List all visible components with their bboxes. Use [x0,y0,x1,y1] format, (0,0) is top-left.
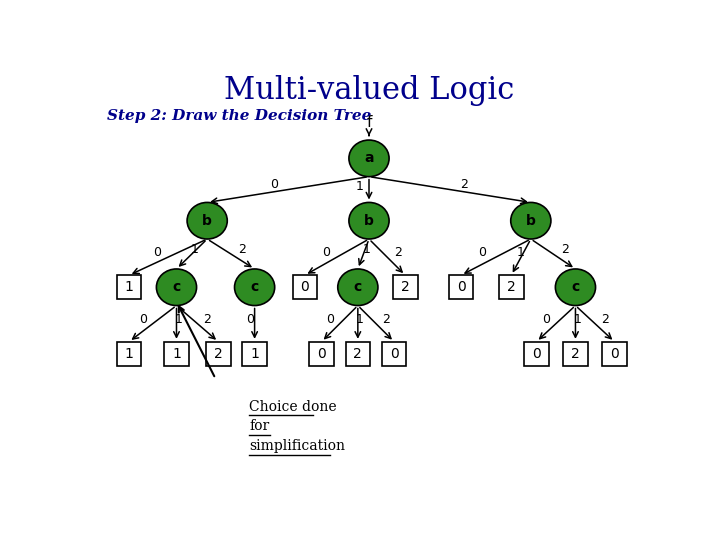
Text: c: c [172,280,181,294]
FancyBboxPatch shape [563,342,588,366]
Ellipse shape [235,269,275,306]
Text: 0: 0 [478,246,486,259]
Text: 1: 1 [574,313,582,326]
Text: 0: 0 [300,280,309,294]
Text: for: for [249,420,269,434]
Text: 2: 2 [354,347,362,361]
Ellipse shape [187,202,228,239]
Text: 1: 1 [125,347,133,361]
Text: 0: 0 [139,313,147,326]
FancyBboxPatch shape [602,342,627,366]
Text: 0: 0 [456,280,465,294]
Text: 0: 0 [246,313,254,326]
Text: 0: 0 [153,246,161,259]
Text: 1: 1 [250,347,259,361]
FancyBboxPatch shape [382,342,406,366]
FancyBboxPatch shape [524,342,549,366]
FancyBboxPatch shape [310,342,334,366]
Text: 2: 2 [382,313,390,326]
Text: 0: 0 [610,347,619,361]
Text: 0: 0 [322,246,330,259]
Text: c: c [354,280,362,294]
Ellipse shape [156,269,197,306]
Text: 2: 2 [601,313,609,326]
Text: 1: 1 [356,313,364,326]
Text: b: b [526,214,536,228]
Text: 1: 1 [362,244,370,256]
Text: 2: 2 [238,244,246,256]
Text: 0: 0 [542,313,550,326]
Ellipse shape [338,269,378,306]
FancyBboxPatch shape [393,275,418,299]
FancyBboxPatch shape [449,275,473,299]
Text: 2: 2 [204,313,212,326]
FancyBboxPatch shape [243,342,267,366]
Text: 2: 2 [562,244,570,256]
Text: 0: 0 [390,347,398,361]
Text: c: c [251,280,258,294]
Text: 1: 1 [125,280,133,294]
FancyBboxPatch shape [164,342,189,366]
Text: 2: 2 [571,347,580,361]
Text: Multi-valued Logic: Multi-valued Logic [224,75,514,106]
Text: 0: 0 [532,347,541,361]
Text: a: a [364,151,374,165]
Text: 1: 1 [175,313,183,326]
Text: f: f [366,115,372,130]
Text: 2: 2 [214,347,222,361]
FancyBboxPatch shape [499,275,523,299]
Text: b: b [364,214,374,228]
FancyBboxPatch shape [117,342,141,366]
Text: 0: 0 [270,178,278,191]
Text: Step 2: Draw the Decision Tree: Step 2: Draw the Decision Tree [107,109,371,123]
Text: 1: 1 [517,246,525,259]
Text: 0: 0 [318,347,326,361]
Text: 2: 2 [401,280,410,294]
Text: c: c [572,280,580,294]
Text: 2: 2 [507,280,516,294]
Text: 2: 2 [460,178,468,191]
Text: 1: 1 [356,180,364,193]
Text: 2: 2 [395,246,402,259]
Ellipse shape [349,140,389,177]
FancyBboxPatch shape [117,275,141,299]
Ellipse shape [510,202,551,239]
Text: 1: 1 [191,244,199,256]
Text: simplification: simplification [249,440,345,454]
FancyBboxPatch shape [206,342,230,366]
Text: 1: 1 [172,347,181,361]
FancyBboxPatch shape [346,342,370,366]
Text: 0: 0 [325,313,333,326]
Ellipse shape [349,202,389,239]
FancyBboxPatch shape [292,275,317,299]
Text: Choice done: Choice done [249,400,337,414]
Ellipse shape [555,269,595,306]
Text: b: b [202,214,212,228]
